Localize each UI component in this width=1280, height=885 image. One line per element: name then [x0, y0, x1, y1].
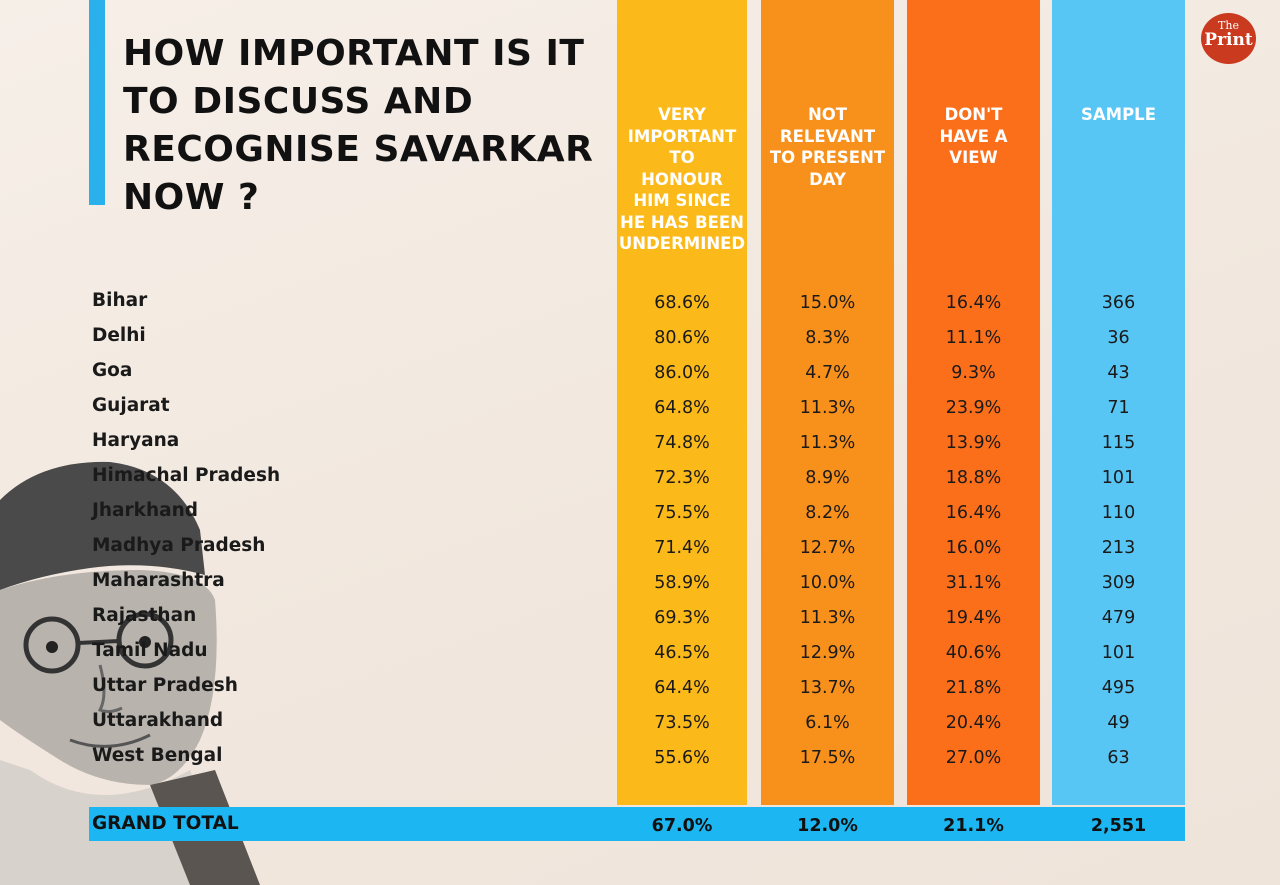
- row-label-haryana: Haryana: [92, 430, 180, 451]
- row-label-gujarat: Gujarat: [92, 395, 170, 416]
- cell-not-relevant: 15.0%: [799, 293, 856, 313]
- row-label-uttar-pradesh: Uttar Pradesh: [92, 675, 238, 696]
- column-band-not-relevant: [761, 0, 894, 805]
- cell-very-important: 74.8%: [654, 433, 710, 453]
- logo-the-text: The: [1218, 19, 1239, 32]
- row-label-goa: Goa: [92, 360, 133, 381]
- cell-sample: 495: [1101, 678, 1136, 698]
- grand-total-label: GRAND TOTAL: [92, 813, 239, 834]
- cell-very-important: 64.8%: [654, 398, 710, 418]
- cell-very-important: 46.5%: [654, 643, 710, 663]
- cell-very-important: 72.3%: [654, 468, 710, 488]
- cell-no-view: 16.4%: [945, 503, 1002, 523]
- cell-not-relevant: 8.3%: [805, 328, 850, 348]
- cell-no-view: 21.8%: [945, 678, 1002, 698]
- cell-very-important: 55.6%: [654, 748, 710, 768]
- cell-no-view: 23.9%: [945, 398, 1002, 418]
- column-band-no-view: [907, 0, 1040, 805]
- cell-sample: 213: [1101, 538, 1136, 558]
- cell-sample: 479: [1101, 608, 1136, 628]
- row-label-himachal-pradesh: Himachal Pradesh: [92, 465, 281, 486]
- cell-not-relevant: 13.7%: [799, 678, 856, 698]
- row-label-delhi: Delhi: [92, 325, 146, 346]
- cell-no-view: 19.4%: [945, 608, 1002, 628]
- cell-not-relevant: 11.3%: [799, 398, 856, 418]
- cell-very-important: 68.6%: [654, 293, 710, 313]
- cell-no-view: 20.4%: [945, 713, 1002, 733]
- theprint-logo: The Print: [1201, 13, 1256, 64]
- logo-print-text: Print: [1204, 30, 1253, 50]
- cell-not-relevant: 10.0%: [799, 573, 856, 593]
- cell-sample: 110: [1101, 503, 1136, 523]
- column-band-sample: [1052, 0, 1185, 805]
- cell-no-view: 27.0%: [945, 748, 1002, 768]
- cell-very-important: 64.4%: [654, 678, 710, 698]
- row-label-jharkhand: Jharkhand: [92, 500, 199, 521]
- cell-no-view: 18.8%: [945, 468, 1002, 488]
- row-label-rajasthan: Rajasthan: [92, 605, 197, 626]
- cell-sample: 309: [1101, 573, 1136, 593]
- column-header-very-important: VERY IMPORTANT TO HONOUR HIM SINCE HE HA…: [618, 105, 746, 253]
- column-band-very-important: [617, 0, 747, 805]
- cell-very-important: 71.4%: [654, 538, 710, 558]
- title-accent-bar: [89, 0, 105, 205]
- cell-very-important: 69.3%: [654, 608, 710, 628]
- cell-no-view: 11.1%: [945, 328, 1002, 348]
- cell-sample: 49: [1107, 713, 1130, 733]
- row-label-maharashtra: Maharashtra: [92, 570, 225, 591]
- grand-total-bar: [89, 807, 1185, 841]
- portrait-illustration: [0, 461, 260, 885]
- chart-title: HOW IMPORTANT IS IT TO DISCUSS AND RECOG…: [123, 33, 594, 218]
- cell-no-view: 9.3%: [951, 363, 996, 383]
- row-label-tamil-nadu: Tamil Nadu: [92, 640, 208, 661]
- cell-sample: 115: [1101, 433, 1136, 453]
- cell-no-view: 13.9%: [945, 433, 1002, 453]
- cell-not-relevant: 11.3%: [799, 608, 856, 628]
- cell-not-relevant: 11.3%: [799, 433, 856, 453]
- cell-sample: 36: [1107, 328, 1130, 348]
- cell-sample: 63: [1107, 748, 1130, 768]
- cell-not-relevant: 12.7%: [799, 538, 856, 558]
- cell-very-important: 75.5%: [654, 503, 710, 523]
- cell-no-view: 16.4%: [945, 293, 1002, 313]
- cell-very-important: 86.0%: [654, 363, 710, 383]
- cell-not-relevant: 6.1%: [805, 713, 850, 733]
- cell-no-view: 40.6%: [945, 643, 1002, 663]
- grand-total-not-relevant: 12.0%: [797, 816, 858, 836]
- cell-not-relevant: 12.9%: [799, 643, 856, 663]
- cell-sample: 101: [1101, 643, 1136, 663]
- cell-not-relevant: 8.2%: [805, 503, 850, 523]
- cell-sample: 71: [1107, 398, 1130, 418]
- row-label-bihar: Bihar: [92, 290, 148, 311]
- cell-not-relevant: 8.9%: [805, 468, 850, 488]
- cell-very-important: 80.6%: [654, 328, 710, 348]
- grand-total-sample: 2,551: [1090, 816, 1147, 836]
- row-label-west-bengal: West Bengal: [92, 745, 223, 766]
- cell-no-view: 31.1%: [945, 573, 1002, 593]
- row-label-madhya-pradesh: Madhya Pradesh: [92, 535, 266, 556]
- column-header-no-view: DON'T HAVE A VIEW: [939, 105, 1008, 167]
- cell-very-important: 58.9%: [654, 573, 710, 593]
- cell-sample: 366: [1101, 293, 1136, 313]
- cell-sample: 43: [1107, 363, 1130, 383]
- column-header-sample: SAMPLE: [1081, 105, 1156, 124]
- column-header-not-relevant: NOT RELEVANT TO PRESENT DAY: [769, 105, 886, 189]
- grand-total-no-view: 21.1%: [943, 816, 1004, 836]
- cell-no-view: 16.0%: [945, 538, 1002, 558]
- cell-sample: 101: [1101, 468, 1136, 488]
- cell-very-important: 73.5%: [654, 713, 710, 733]
- grand-total-very-important: 67.0%: [651, 816, 713, 836]
- cell-not-relevant: 4.7%: [805, 363, 850, 383]
- row-label-uttarakhand: Uttarakhand: [92, 710, 224, 731]
- cell-not-relevant: 17.5%: [799, 748, 856, 768]
